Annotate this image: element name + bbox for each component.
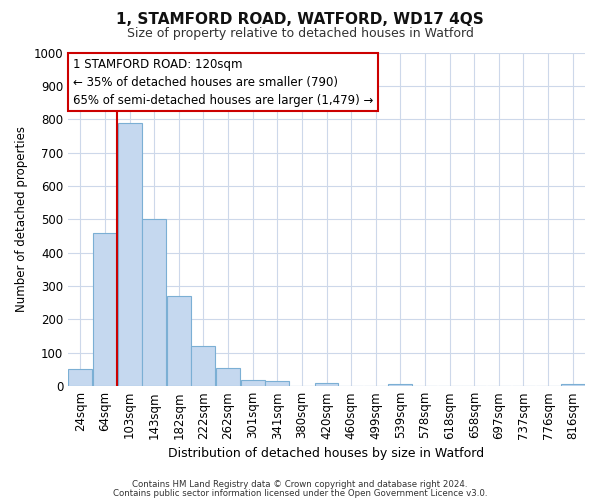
Text: 1 STAMFORD ROAD: 120sqm
← 35% of detached houses are smaller (790)
65% of semi-d: 1 STAMFORD ROAD: 120sqm ← 35% of detache…	[73, 58, 374, 106]
Bar	[388, 384, 412, 386]
Bar	[167, 296, 191, 386]
Bar	[241, 380, 265, 386]
X-axis label: Distribution of detached houses by size in Watford: Distribution of detached houses by size …	[169, 447, 485, 460]
Bar	[191, 346, 215, 386]
Bar	[118, 122, 142, 386]
Bar	[93, 232, 117, 386]
Text: Contains public sector information licensed under the Open Government Licence v3: Contains public sector information licen…	[113, 488, 487, 498]
Bar	[216, 368, 240, 386]
Bar	[68, 370, 92, 386]
Bar	[265, 381, 289, 386]
Bar	[142, 220, 166, 386]
Text: Size of property relative to detached houses in Watford: Size of property relative to detached ho…	[127, 28, 473, 40]
Y-axis label: Number of detached properties: Number of detached properties	[15, 126, 28, 312]
Bar	[561, 384, 584, 386]
Text: 1, STAMFORD ROAD, WATFORD, WD17 4QS: 1, STAMFORD ROAD, WATFORD, WD17 4QS	[116, 12, 484, 28]
Text: Contains HM Land Registry data © Crown copyright and database right 2024.: Contains HM Land Registry data © Crown c…	[132, 480, 468, 489]
Bar	[314, 383, 338, 386]
